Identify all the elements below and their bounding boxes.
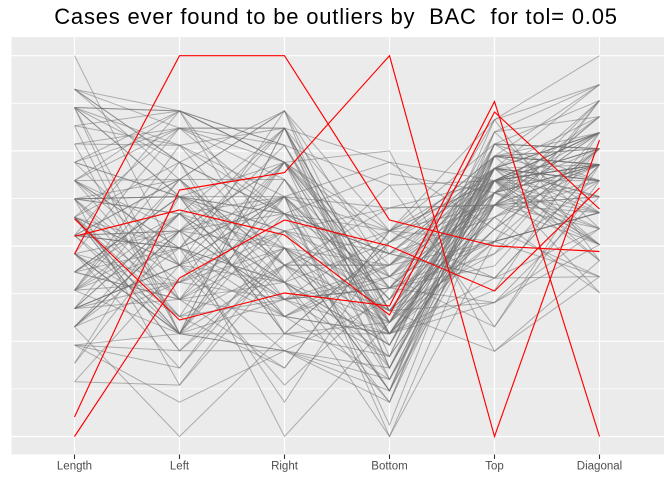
case-line (74, 180, 600, 364)
x-axis-label-bottom: Bottom (371, 461, 407, 473)
outlier-case-line (74, 99, 601, 437)
case-line (74, 192, 600, 335)
case-line (74, 107, 600, 312)
case-line (74, 110, 600, 328)
case-line (74, 84, 600, 358)
case-line (74, 164, 600, 369)
case-line (74, 110, 600, 324)
case-line (74, 116, 600, 335)
case-line (74, 125, 600, 335)
case-line (74, 100, 600, 266)
case-line (74, 110, 600, 304)
case-line (74, 230, 600, 300)
x-axis-label-length: Length (57, 461, 92, 473)
outlier-case-line (73, 55, 600, 255)
case-line (74, 144, 600, 312)
chart-title: Cases ever found to be outliers by BAC f… (54, 4, 618, 29)
case-line (74, 132, 600, 392)
case-line (74, 84, 600, 380)
outlier-case-line (74, 187, 600, 437)
case-line (74, 180, 600, 328)
case-line (74, 100, 600, 403)
case-line (74, 107, 600, 232)
case-line (74, 161, 600, 279)
case-line (74, 84, 600, 403)
case-line (74, 180, 600, 232)
x-axis-label-left: Left (170, 461, 190, 473)
x-axis-label-top: Top (485, 461, 504, 473)
case-line (74, 132, 600, 335)
x-axis-label-right: Right (271, 461, 299, 473)
outlier-case-line (74, 111, 600, 316)
x-axis-label-diagonal: Diagonal (577, 461, 622, 473)
case-line (74, 196, 600, 291)
x-axis: Length Left Right Bottom Top Diagonal (57, 454, 622, 473)
case-lines (73, 54, 601, 439)
case-line (74, 155, 600, 404)
case-line (74, 127, 600, 335)
case-line (74, 179, 600, 346)
case-line (74, 161, 600, 278)
case-line (74, 107, 600, 335)
outlier-case-line (73, 54, 601, 439)
